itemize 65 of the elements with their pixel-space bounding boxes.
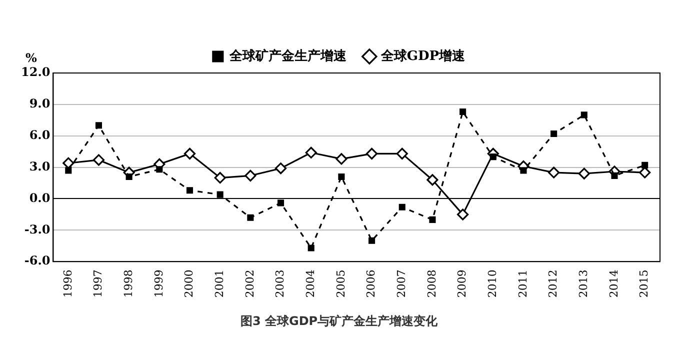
x-tick-label: 2015 <box>638 270 651 298</box>
point <box>186 187 194 194</box>
x-tick-label: 2003 <box>274 270 287 298</box>
point <box>429 216 436 223</box>
x-tick-label: 2008 <box>425 270 438 298</box>
point <box>338 173 345 180</box>
point <box>426 174 438 186</box>
point <box>126 173 132 180</box>
point <box>580 112 588 118</box>
x-tick-label: 2006 <box>364 270 378 298</box>
point <box>548 166 560 178</box>
point <box>550 130 558 138</box>
point <box>92 154 105 166</box>
point <box>277 200 284 206</box>
point <box>368 237 376 244</box>
legend-label: 全球矿产金生产增速 <box>228 48 348 64</box>
y-tick-label: -3.0 <box>24 222 50 236</box>
point <box>490 154 496 160</box>
legend-label: 全球GDP增速 <box>380 48 466 64</box>
point <box>65 167 72 174</box>
x-tick-label: 2002 <box>243 270 256 298</box>
text: 图3 全球GDP与矿产金生产增速变化 <box>240 314 439 328</box>
x-tick-label: 1998 <box>122 270 135 298</box>
x-tick-label: 1997 <box>92 270 105 298</box>
point <box>520 167 527 174</box>
point <box>247 214 254 221</box>
point <box>95 122 102 129</box>
y-tick-label: 9.0 <box>29 96 50 111</box>
x-tick-label: 2005 <box>334 270 348 298</box>
point <box>457 208 469 220</box>
point <box>460 108 466 116</box>
point <box>274 162 287 174</box>
y-tick-label: -6.0 <box>24 254 50 268</box>
point <box>642 162 648 168</box>
point <box>336 153 348 165</box>
x-tick-label: 2009 <box>456 270 469 298</box>
x-tick-label: 1999 <box>152 270 166 298</box>
x-tick-label: 2007 <box>394 270 408 298</box>
point <box>214 172 226 184</box>
point <box>62 157 74 169</box>
y-axis-title: % <box>26 51 38 66</box>
y-tick-label: 3.0 <box>29 159 50 174</box>
point <box>578 168 590 180</box>
x-tick-label: 2004 <box>304 270 317 298</box>
point <box>398 204 406 210</box>
y-tick-label: 12.0 <box>20 65 50 80</box>
point <box>184 148 196 160</box>
x-tick-label: 2010 <box>486 270 499 298</box>
point <box>396 148 408 160</box>
point <box>156 166 163 173</box>
y-tick-label: 6.0 <box>29 128 50 142</box>
x-tick-label: 2011 <box>516 270 530 298</box>
x-tick-label: 2014 <box>607 270 620 298</box>
point <box>366 148 378 160</box>
point <box>244 170 256 182</box>
x-tick-label: 2000 <box>182 270 196 298</box>
point <box>305 146 317 158</box>
point <box>611 172 618 179</box>
x-tick-label: 1996 <box>61 270 74 298</box>
point <box>308 244 314 252</box>
y-tick-label: 0.0 <box>29 190 50 205</box>
x-tick-label: 2012 <box>546 270 560 298</box>
x-tick-label: 2013 <box>577 270 590 298</box>
point <box>216 191 224 198</box>
x-tick-label: 2001 <box>212 270 226 298</box>
